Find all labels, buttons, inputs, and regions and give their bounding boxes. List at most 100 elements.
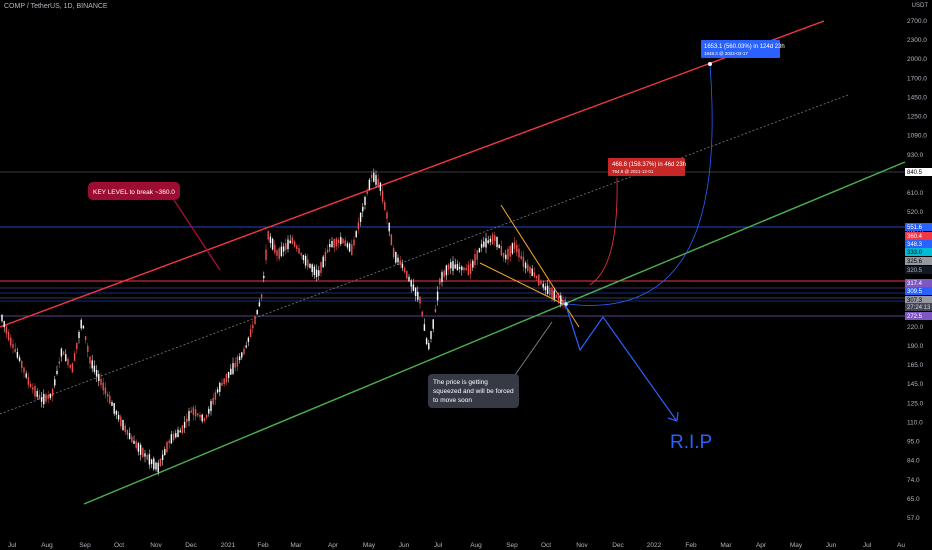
candle	[12, 338, 14, 354]
squeeze-text-line-1: The price is getting	[433, 379, 488, 386]
candle	[106, 391, 109, 403]
candle	[80, 318, 82, 331]
candle	[403, 265, 406, 274]
candle	[313, 264, 316, 279]
price-tick-label: 610.0	[907, 190, 924, 197]
candle	[36, 388, 38, 400]
candle	[212, 393, 214, 406]
candle	[95, 365, 98, 382]
candle	[227, 371, 230, 383]
candle	[489, 235, 492, 246]
candle	[122, 419, 124, 431]
candle	[205, 414, 208, 421]
candle	[225, 373, 228, 386]
candle	[307, 253, 309, 271]
candle	[150, 458, 153, 469]
candle	[417, 286, 419, 302]
candle	[126, 429, 129, 440]
price-tag: 272.5	[905, 312, 932, 320]
candle	[153, 456, 155, 472]
candle	[157, 459, 159, 476]
svg-text:551.6: 551.6	[907, 225, 923, 231]
squeeze-pointer	[514, 321, 553, 376]
candle	[144, 449, 146, 463]
squeeze-callout[interactable]: The price is getting squeezed and will b…	[428, 374, 519, 408]
key-level-arrow	[173, 199, 221, 271]
candle	[386, 209, 388, 225]
candle	[401, 259, 404, 272]
candle	[102, 378, 104, 395]
candle	[190, 406, 192, 414]
time-tick-label: Jul	[434, 542, 443, 549]
key-level-callout[interactable]: KEY LEVEL to break ~360.0	[88, 182, 180, 200]
target-up-point	[708, 62, 712, 66]
candle	[465, 264, 467, 271]
candle	[238, 353, 241, 364]
candle	[476, 250, 478, 266]
price-tag: 320.5	[905, 266, 932, 274]
candle	[337, 237, 340, 249]
price-tick-label: 2300.0	[907, 37, 927, 44]
candle	[188, 407, 190, 427]
candle	[538, 273, 540, 287]
candle	[454, 258, 456, 269]
time-axis[interactable]: Jul Aug Sep Oct Nov Dec 2021 Feb Mar Apr May Jun Jul…	[8, 542, 906, 549]
candle	[551, 283, 553, 302]
candle	[500, 240, 503, 257]
candle	[467, 260, 470, 276]
candle	[331, 237, 333, 248]
candle	[60, 347, 63, 362]
candle	[452, 256, 454, 276]
candle	[505, 249, 507, 263]
time-tick-label: Jun	[826, 542, 837, 549]
time-tick-label: Apr	[328, 542, 339, 549]
candle	[285, 238, 287, 255]
candle	[7, 329, 10, 342]
time-tick-label: Apr	[756, 542, 767, 549]
candle	[421, 310, 423, 318]
candle	[364, 195, 366, 210]
svg-text:325.6: 325.6	[907, 259, 923, 265]
candle	[557, 292, 560, 305]
price-tick-label: 190.0	[907, 343, 924, 350]
candle	[249, 324, 252, 338]
price-tick-label: 1090.0	[907, 133, 927, 140]
candle	[76, 342, 78, 354]
candle	[124, 423, 126, 435]
candle	[555, 293, 558, 298]
price-tag: 307.3	[905, 296, 932, 304]
candle	[443, 269, 445, 280]
target-up-arc	[567, 64, 713, 306]
candle	[434, 304, 437, 313]
candle	[560, 292, 562, 308]
time-tick-label: Aug	[41, 542, 53, 549]
candle	[447, 263, 450, 275]
candle	[62, 351, 65, 356]
candle	[5, 324, 8, 339]
candle	[65, 349, 67, 362]
price-now-point	[563, 301, 569, 307]
lower-channel-line	[83, 161, 906, 505]
target-up-callout[interactable]: 1653.1 (560.03%) in 124d 23h 1948.3 @ 20…	[701, 40, 785, 58]
time-tick-label: Mar	[290, 542, 302, 549]
candle	[518, 244, 520, 262]
candle	[45, 392, 47, 404]
candle	[478, 247, 481, 253]
candle	[445, 264, 448, 280]
candle	[527, 259, 529, 273]
time-tick-label: May	[363, 542, 376, 549]
candle	[214, 389, 217, 405]
candle	[87, 342, 89, 358]
candle	[542, 280, 544, 291]
price-tick-label: 57.0	[907, 515, 920, 522]
candle	[540, 279, 542, 285]
candle	[562, 295, 564, 309]
price-tag: 551.6	[905, 223, 932, 231]
candle	[375, 170, 377, 188]
candle	[142, 447, 144, 459]
candle	[104, 382, 107, 399]
time-tick-label: Jul	[863, 542, 872, 549]
candle	[254, 315, 256, 325]
target-mid-callout[interactable]: 468.8 (158.37%) in 46d 23h 764.8 @ 2021-…	[608, 158, 686, 176]
